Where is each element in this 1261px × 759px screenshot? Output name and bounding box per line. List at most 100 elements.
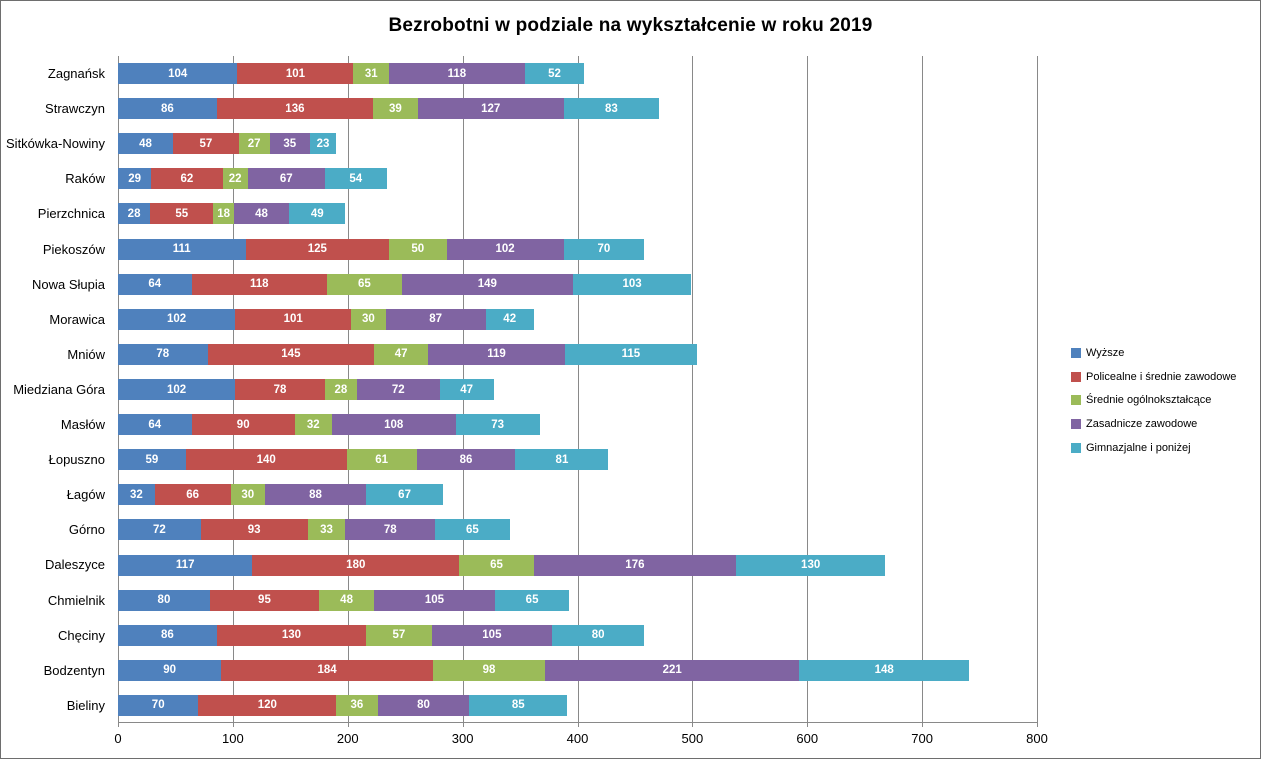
category-label: Łagów [66, 487, 105, 503]
bar-value-label: 33 [320, 523, 333, 536]
bar-segment: 98 [432, 659, 546, 681]
bar-segment: 127 [417, 98, 564, 120]
bar-value-label: 184 [317, 664, 337, 677]
bar-value-label: 48 [340, 594, 353, 607]
bar-segment: 86 [118, 624, 217, 646]
bar-value-label: 83 [604, 102, 618, 115]
bar-value-label: 22 [228, 172, 242, 185]
x-axis-labels: 0 100 200 300 400 500 600 700 800 [114, 731, 1047, 749]
bar-value-label: 27 [247, 137, 261, 150]
bar-value-label: 67 [398, 488, 411, 501]
category-label: Pierzchnica [37, 206, 105, 222]
bar-segment: 87 [385, 308, 486, 330]
bar-segment: 115 [564, 343, 697, 365]
bar-value-label: 67 [279, 172, 293, 185]
bar-segment: 47 [374, 343, 429, 365]
x-tick-label: 0 [114, 731, 122, 746]
bar-value-label: 85 [511, 699, 525, 712]
bar-value-label: 136 [285, 102, 305, 115]
bar-segment: 42 [485, 308, 534, 330]
bar-value-label: 117 [175, 559, 195, 572]
bar-segment: 48 [234, 203, 290, 225]
bar-segment: 70 [563, 238, 645, 260]
bar-segment: 85 [469, 694, 568, 716]
bar-value-label: 50 [411, 243, 425, 256]
bar-segment: 118 [191, 273, 328, 295]
bar-segment: 65 [494, 589, 570, 611]
bar-value-label: 57 [199, 137, 213, 150]
legend-item: Policealne i średnie zawodowe [1071, 365, 1236, 389]
bar-row: 86 130 57 105 80 [118, 624, 645, 646]
bar-segment: 102 [118, 308, 236, 330]
bar-segment: 47 [439, 379, 494, 400]
bar-value-label: 57 [392, 629, 406, 642]
bar-row: 78 145 47 119 115 [118, 343, 697, 365]
bar-segment: 29 [118, 168, 152, 190]
bar-segment: 64 [118, 273, 192, 295]
bar-value-label: 52 [548, 67, 561, 80]
axis-tick [118, 722, 119, 727]
bar-value-label: 72 [152, 523, 166, 536]
bar-value-label: 30 [241, 488, 255, 501]
bar-value-label: 125 [307, 243, 327, 256]
bar-value-label: 48 [255, 207, 268, 220]
bar-segment: 78 [235, 379, 325, 400]
bar-segment: 28 [118, 203, 151, 225]
axis-tick [1037, 722, 1038, 727]
bar-value-label: 103 [622, 278, 642, 291]
bar-value-label: 127 [481, 102, 501, 115]
bar-segment: 149 [401, 273, 573, 295]
legend-item: Wyższe [1071, 341, 1236, 365]
bar-row: 117 180 65 176 130 [118, 554, 886, 576]
bar-segment: 72 [118, 519, 201, 541]
bar-value-label: 23 [316, 137, 330, 150]
bar-segment: 28 [324, 379, 357, 400]
bar-value-label: 64 [148, 278, 162, 291]
bar-value-label: 36 [350, 699, 364, 712]
bar-value-label: 47 [460, 383, 474, 396]
bar-segment: 111 [118, 238, 246, 260]
axis-tick [232, 722, 234, 727]
bar-segment: 148 [799, 659, 970, 681]
bar-segment: 22 [222, 168, 248, 190]
bar-value-label: 49 [310, 207, 324, 220]
bar-segment: 78 [118, 343, 208, 365]
bar-value-label: 65 [357, 278, 371, 291]
bar-value-label: 95 [258, 594, 271, 607]
bar-value-label: 176 [625, 559, 645, 572]
bar-value-label: 47 [394, 348, 408, 361]
bar-segment: 70 [118, 694, 199, 716]
bar-segment: 130 [735, 554, 886, 576]
bar-segment: 57 [173, 133, 239, 155]
bar-value-label: 30 [362, 313, 375, 326]
bar-value-label: 81 [555, 453, 569, 466]
bar-segment: 78 [345, 519, 436, 541]
x-tick-label: 100 [222, 731, 244, 746]
category-label: Mniów [67, 346, 105, 362]
bar-segment: 27 [238, 133, 270, 155]
legend-label: Wyższe [1086, 346, 1125, 359]
bar-segment: 176 [533, 554, 736, 576]
bar-segment: 73 [455, 414, 540, 436]
bar-segment: 23 [309, 133, 337, 155]
bar-value-label: 118 [447, 67, 467, 80]
bar-value-label: 98 [482, 664, 496, 677]
bar-segment: 35 [269, 133, 310, 155]
bar-segment: 66 [154, 484, 231, 506]
bar-value-label: 31 [364, 67, 378, 80]
bar-value-label: 65 [525, 594, 539, 607]
bar-value-label: 70 [597, 243, 611, 256]
bar-segment: 90 [118, 659, 222, 681]
bar-segment: 48 [118, 133, 174, 155]
bar-value-label: 78 [273, 383, 287, 396]
bar-segment: 54 [324, 168, 387, 190]
bar-segment: 103 [572, 273, 692, 295]
bar-value-label: 73 [491, 418, 505, 431]
bar-value-label: 101 [285, 67, 306, 80]
legend-label: Zasadnicze zawodowe [1086, 417, 1198, 430]
bar-segment: 86 [416, 449, 516, 471]
gridline [807, 56, 809, 722]
bar-value-label: 42 [503, 313, 517, 326]
bar-segment: 118 [389, 63, 525, 85]
category-label: Piekoszów [42, 241, 105, 257]
